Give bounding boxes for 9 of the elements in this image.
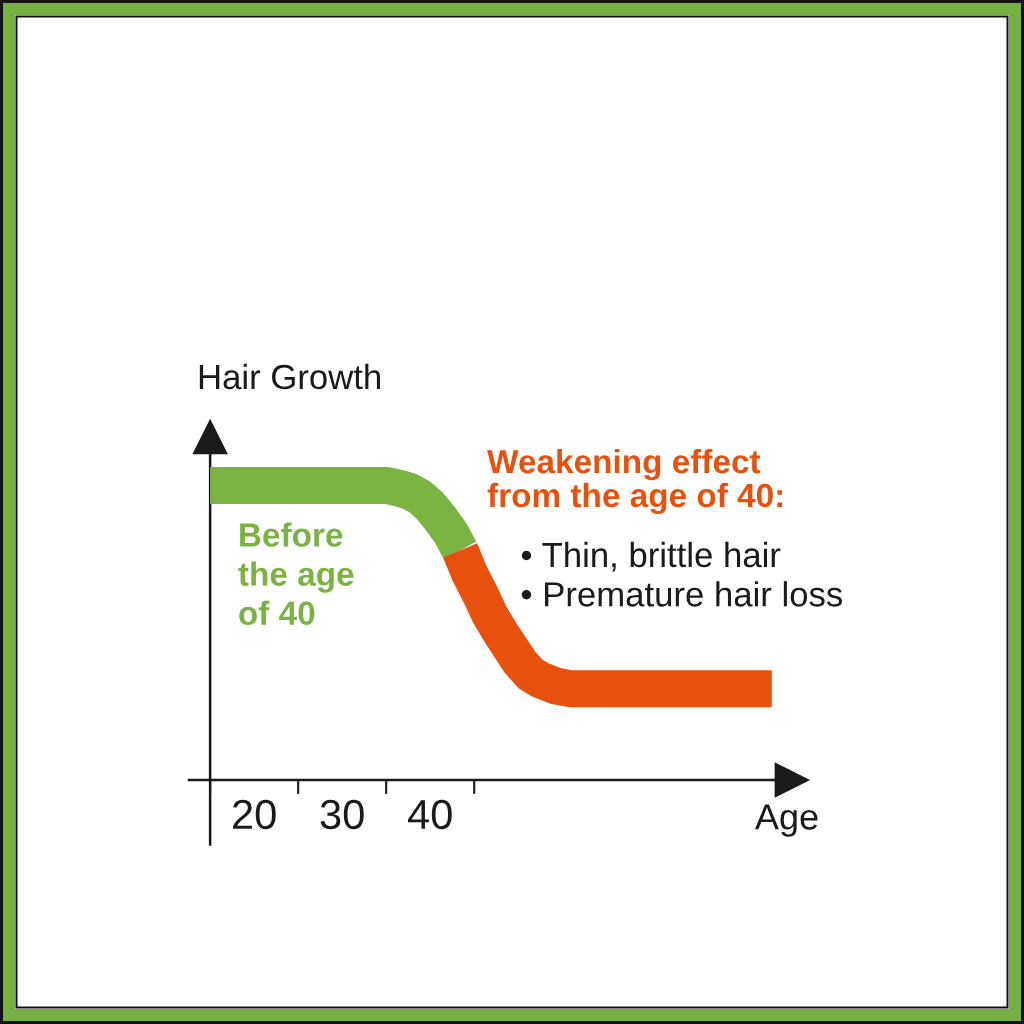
x-axis-title: Age <box>754 804 818 837</box>
x-tick-label: 20 <box>233 799 276 830</box>
y-axis-title: Hair Growth <box>199 363 380 390</box>
x-tick-label: 30 <box>320 799 364 830</box>
series-label: Weakening effect from the age of 40: <box>487 448 783 515</box>
x-tick-label: 40 <box>407 799 452 830</box>
series-label: Before the age of 40 <box>238 522 354 626</box>
annotation: • Premature hair loss <box>521 581 842 607</box>
annotation: • Thin, brittle hair <box>521 541 781 572</box>
